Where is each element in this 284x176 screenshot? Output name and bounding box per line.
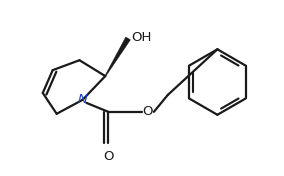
Polygon shape — [105, 37, 130, 76]
Text: O: O — [143, 105, 153, 118]
Text: O: O — [103, 149, 114, 162]
Text: N: N — [78, 93, 87, 106]
Text: OH: OH — [131, 31, 151, 44]
